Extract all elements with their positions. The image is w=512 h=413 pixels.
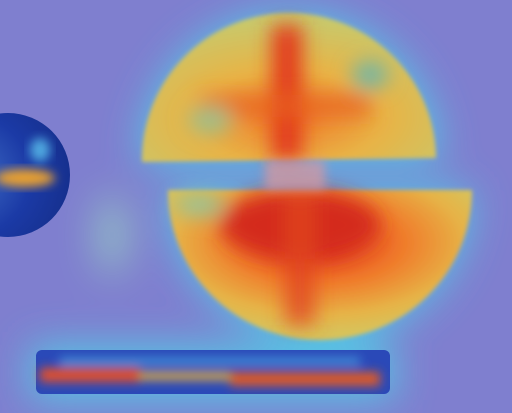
left-ball (0, 113, 70, 237)
gap-highlight (265, 160, 325, 190)
top-half-disc (141, 12, 436, 162)
lower-half-disc (168, 190, 472, 340)
bottom-bar (36, 350, 390, 394)
